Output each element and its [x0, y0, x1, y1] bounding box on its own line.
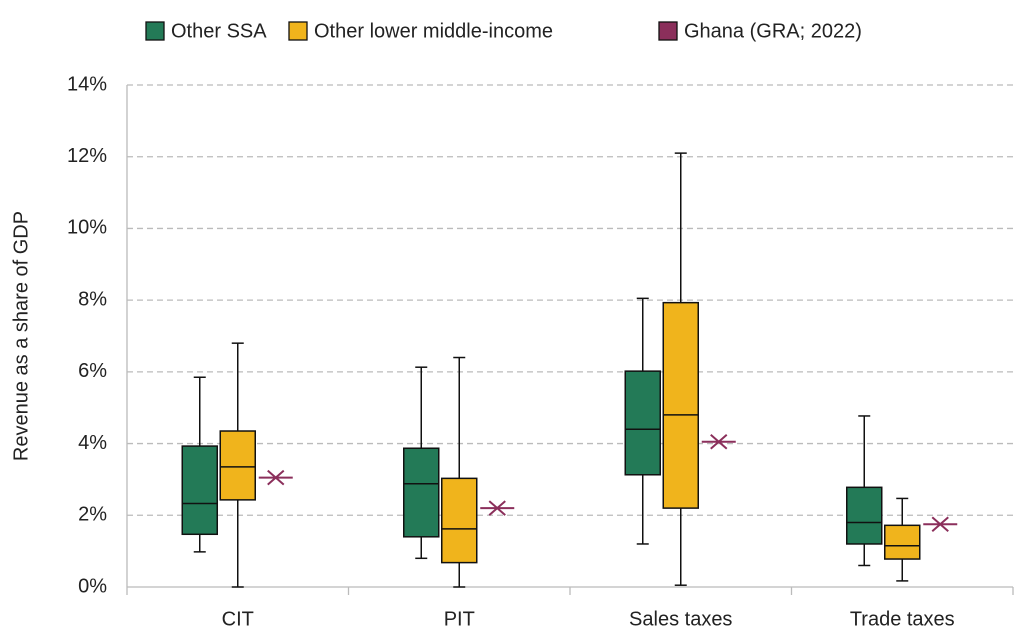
box	[662, 301, 699, 509]
x-tick-label: Sales taxes	[629, 608, 732, 630]
y-tick-label: 14%	[67, 73, 107, 95]
box	[441, 477, 478, 564]
x-tick-label: CIT	[222, 608, 254, 630]
x-tick-label: PIT	[444, 608, 475, 630]
point-marker	[480, 500, 515, 516]
x-tick-label: Trade taxes	[850, 608, 955, 630]
y-tick-label: 10%	[67, 217, 107, 239]
point-marker	[701, 434, 736, 450]
y-tick-label: 4%	[78, 432, 107, 454]
box	[846, 486, 883, 545]
y-axis-label: Revenue as a share of GDP	[10, 211, 32, 461]
legend-swatch	[658, 21, 678, 41]
box	[219, 430, 256, 501]
point-marker	[923, 516, 958, 533]
point-marker	[258, 469, 293, 486]
box	[624, 370, 661, 476]
box	[181, 445, 218, 536]
legend-label: Other SSA	[171, 20, 267, 42]
legend-label: Ghana (GRA; 2022)	[684, 20, 862, 42]
y-tick-label: 8%	[78, 288, 107, 310]
legend-swatch	[145, 21, 165, 41]
y-tick-label: 0%	[78, 575, 107, 597]
box	[403, 447, 440, 538]
y-tick-label: 6%	[78, 360, 107, 382]
box	[884, 524, 921, 560]
y-tick-label: 2%	[78, 504, 107, 526]
legend-swatch	[288, 21, 308, 41]
legend-label: Other lower middle-income	[314, 20, 553, 42]
y-tick-label: 12%	[67, 145, 107, 167]
